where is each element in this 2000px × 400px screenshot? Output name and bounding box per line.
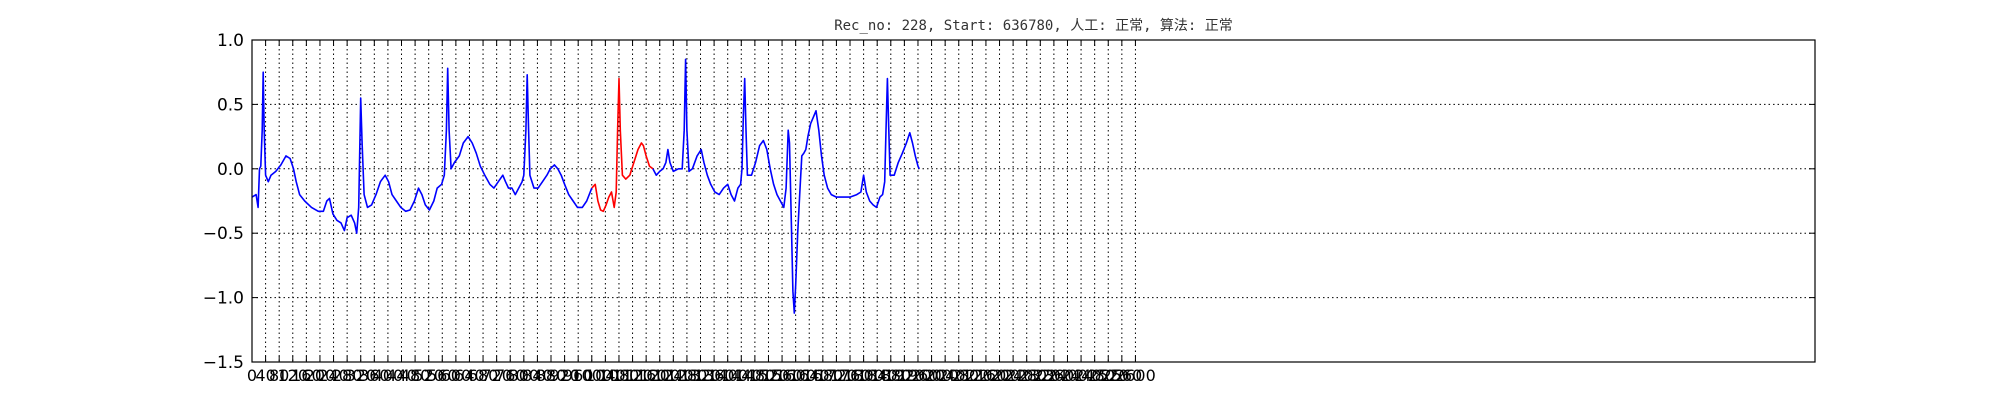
x-tick-label: 400 xyxy=(373,366,404,385)
x-tick-label: 200 xyxy=(305,366,336,385)
x-tick-label: 0 xyxy=(247,366,257,385)
x-tick-label: 1240 xyxy=(653,366,694,385)
plot-frame xyxy=(251,39,1816,363)
x-tick-label: 1440 xyxy=(721,366,762,385)
x-tick-label: 2520 xyxy=(1088,366,1129,385)
x-tick-label: 360 xyxy=(359,366,390,385)
x-tick-label: 2040 xyxy=(925,366,966,385)
ecg-series-line-0 xyxy=(251,67,593,234)
x-tick-label: 2600 xyxy=(1115,366,1156,385)
x-tick-label: 1040 xyxy=(585,366,626,385)
x-tick-label: 160 xyxy=(291,366,322,385)
x-tick-label: 960 xyxy=(563,366,594,385)
x-tick-label: 2200 xyxy=(979,366,1020,385)
x-tick-label: 40 xyxy=(255,366,275,385)
x-tick-label: 320 xyxy=(345,366,376,385)
y-tick-label: −1.0 xyxy=(203,289,244,309)
x-tick-label: 1360 xyxy=(694,366,735,385)
x-tick-label: 2360 xyxy=(1034,366,1075,385)
x-tick-label: 1000 xyxy=(571,366,612,385)
chart-title: Rec_no: 228, Start: 636780, 人工: 正常, 算法: … xyxy=(834,18,1233,34)
x-tick-label: 1560 xyxy=(762,366,803,385)
y-tick-label: 1.0 xyxy=(217,31,244,51)
ecg-series-line-1 xyxy=(591,77,654,213)
x-tick-label: 2240 xyxy=(993,366,1034,385)
x-tick-label: 1120 xyxy=(612,366,653,385)
x-tick-label: 1880 xyxy=(870,366,911,385)
x-tick-label: 640 xyxy=(454,366,485,385)
x-tick-label: 680 xyxy=(468,366,499,385)
y-tick-label: 0.0 xyxy=(217,160,244,180)
x-tick-label: 440 xyxy=(386,366,417,385)
x-tick-label: 2440 xyxy=(1061,366,1102,385)
x-tick-label: 1640 xyxy=(789,366,830,385)
x-tick-label: 1280 xyxy=(667,366,708,385)
x-tick-label: 480 xyxy=(400,366,431,385)
x-tick-label: 800 xyxy=(509,366,540,385)
ecg-series-line-2 xyxy=(652,58,921,314)
series-lines xyxy=(251,58,921,314)
x-tick-label: 920 xyxy=(549,366,580,385)
y-tick-label: −0.5 xyxy=(203,224,244,244)
x-tick-label: 280 xyxy=(332,366,363,385)
x-tick-label: 1400 xyxy=(707,366,748,385)
x-tick-label: 2160 xyxy=(966,366,1007,385)
grid-lines xyxy=(251,39,1815,363)
x-tick-label: 1480 xyxy=(735,366,776,385)
x-tick-label: 1600 xyxy=(775,366,816,385)
x-tick-label: 880 xyxy=(536,366,567,385)
x-axis-ticks: 0408012016020024028032036040044048052056… xyxy=(247,40,1156,385)
y-tick-label: −1.5 xyxy=(203,353,244,373)
x-tick-label: 840 xyxy=(522,366,553,385)
x-tick-label: 720 xyxy=(481,366,512,385)
x-tick-label: 1920 xyxy=(884,366,925,385)
x-tick-label: 2480 xyxy=(1074,366,1115,385)
x-tick-label: 80 xyxy=(269,366,289,385)
y-axis-ticks: −1.5 −1.0 −0.5 0.0 0.5 1.0 xyxy=(203,31,1815,373)
x-tick-label: 1680 xyxy=(802,366,843,385)
x-tick-label: 240 xyxy=(318,366,349,385)
x-tick-label: 2080 xyxy=(938,366,979,385)
x-tick-label: 1840 xyxy=(857,366,898,385)
x-tick-label: 560 xyxy=(427,366,458,385)
x-tick-label: 600 xyxy=(441,366,472,385)
y-tick-label: 0.5 xyxy=(217,95,244,115)
x-tick-label: 1200 xyxy=(639,366,680,385)
x-tick-label: 1720 xyxy=(816,366,857,385)
x-tick-label: 1160 xyxy=(626,366,667,385)
x-tick-label: 760 xyxy=(495,366,526,385)
x-tick-label: 2280 xyxy=(1006,366,1047,385)
x-tick-label: 1760 xyxy=(830,366,871,385)
x-tick-label: 1320 xyxy=(680,366,721,385)
x-tick-label: 2000 xyxy=(911,366,952,385)
x-tick-label: 120 xyxy=(278,366,309,385)
x-tick-label: 1520 xyxy=(748,366,789,385)
x-tick-label: 1960 xyxy=(898,366,939,385)
x-tick-label: 2560 xyxy=(1101,366,1142,385)
x-tick-label: 2120 xyxy=(952,366,993,385)
x-tick-label: 2400 xyxy=(1047,366,1088,385)
x-tick-label: 1080 xyxy=(599,366,640,385)
x-tick-label: 1800 xyxy=(843,366,884,385)
x-tick-label: 2320 xyxy=(1020,366,1061,385)
x-tick-label: 520 xyxy=(413,366,444,385)
